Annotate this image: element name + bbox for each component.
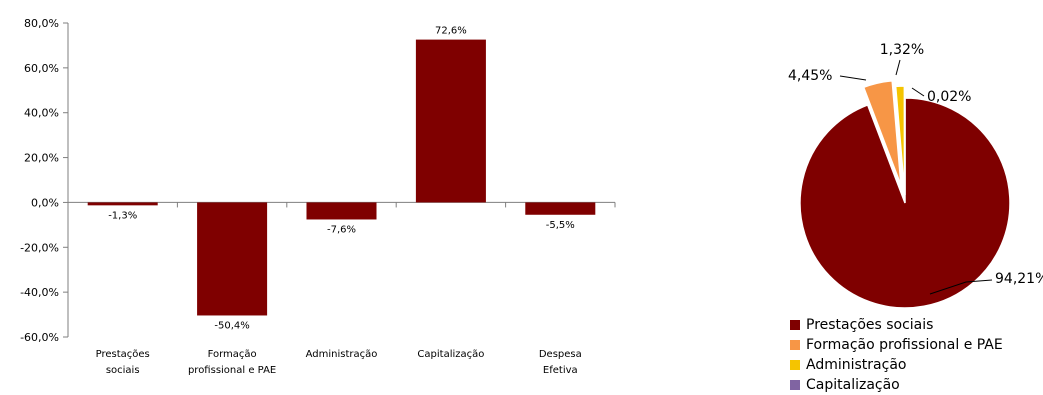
bar (197, 202, 268, 316)
y-tick-label: 0,0% (31, 196, 59, 209)
bar-value-label: -1,3% (108, 210, 137, 221)
pie-value-label: 4,45% (788, 68, 832, 84)
y-tick-label: 80,0% (24, 17, 59, 30)
legend-item: Formação profissional e PAE (790, 335, 1003, 355)
pie-slice (894, 85, 906, 192)
y-tick-label: -40,0% (20, 286, 59, 299)
legend-item: Capitalização (790, 375, 1003, 395)
pie-slice (799, 97, 1011, 309)
pie-chart: 94,21% 4,45% 1,32% 0,02% (788, 42, 1043, 309)
legend-label: Formação profissional e PAE (806, 337, 1003, 353)
legend-label: Capitalização (806, 377, 900, 393)
pie-leader-line (911, 87, 925, 97)
bar (87, 202, 158, 206)
bar (525, 202, 596, 215)
y-tick-label: -20,0% (20, 241, 59, 254)
legend-swatch (790, 360, 800, 370)
legend-swatch (790, 380, 800, 390)
bar-value-label: -7,6% (327, 224, 356, 235)
bar (415, 39, 486, 203)
y-tick-label: -60,0% (20, 331, 59, 344)
pie-value-label: 0,02% (927, 89, 971, 105)
pie-value-label: 94,21% (995, 271, 1043, 287)
y-tick-label: 40,0% (24, 107, 59, 120)
bar-value-label: -50,4% (214, 320, 249, 331)
legend-swatch (790, 320, 800, 330)
legend-item: Prestações sociais (790, 315, 1003, 335)
legend-item: Administração (790, 355, 1003, 375)
y-tick-label: 20,0% (24, 152, 59, 165)
pie-leader-line (895, 59, 901, 76)
pie-value-label: 1,32% (880, 42, 924, 58)
x-category-label: Efetiva (543, 365, 578, 376)
pie-leader-line (929, 279, 993, 295)
pie-legend: Prestações sociais Formação profissional … (790, 315, 1003, 395)
x-category-label: Formação (208, 349, 257, 360)
y-tick-label: 60,0% (24, 62, 59, 75)
legend-label: Prestações sociais (806, 317, 934, 333)
legend-label: Administração (806, 357, 907, 373)
x-category-label: sociais (106, 365, 140, 376)
x-category-label: profissional e PAE (188, 365, 276, 376)
bar-value-label: -5,5% (546, 220, 575, 231)
pie-slice (862, 80, 902, 186)
x-category-label: Capitalização (417, 349, 484, 360)
legend-swatch (790, 340, 800, 350)
x-category-label: Prestações (96, 349, 150, 360)
x-category-label: Despesa (539, 349, 582, 360)
pie-leader-line (839, 75, 867, 81)
bar-value-label: 72,6% (435, 26, 467, 37)
bar (306, 202, 377, 220)
bar-chart: -60,0% -40,0% -20,0% 0,0% 20,0% 40,0% 60,0% 80,… (20, 17, 616, 376)
x-category-label: Administração (306, 349, 378, 360)
